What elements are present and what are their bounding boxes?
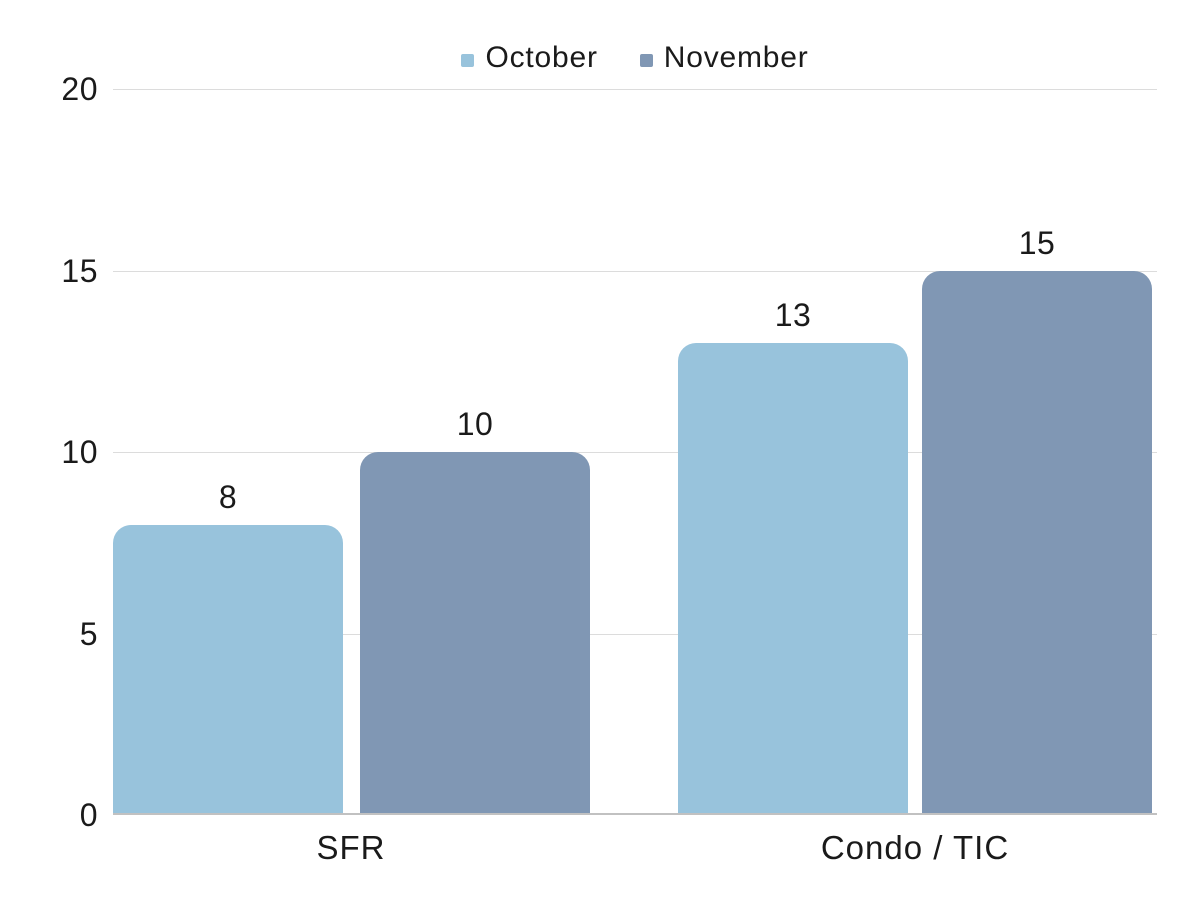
y-tick-label-0: 0 xyxy=(79,797,98,833)
bar-october-condo-tic xyxy=(678,343,908,813)
y-tick-label-5: 5 xyxy=(79,615,98,652)
legend-label-november: November xyxy=(663,41,809,74)
bar-value-label: 8 xyxy=(218,478,238,515)
gridline-10 xyxy=(113,452,1157,453)
november-swatch-icon xyxy=(639,53,653,67)
y-tick-label-15: 15 xyxy=(61,252,98,289)
y-tick-label-10: 10 xyxy=(61,434,98,470)
gridline-20 xyxy=(113,89,1157,90)
y-tick-label-20: 20 xyxy=(61,71,98,107)
legend-item-october: October xyxy=(461,43,597,73)
bar-november-sfr xyxy=(360,452,590,813)
bar-value-label: 10 xyxy=(456,406,494,442)
bar-value-label: 13 xyxy=(774,297,812,334)
bar-value-label: 15 xyxy=(1018,224,1056,261)
legend-item-november: November xyxy=(639,41,809,74)
gridline-5 xyxy=(113,633,1157,635)
y-axis: 0 5 10 15 20 xyxy=(0,73,98,831)
x-axis: SFR Condo / TIC xyxy=(113,828,1157,878)
legend-label-october: October xyxy=(485,41,598,74)
gridline-15 xyxy=(113,270,1157,272)
x-tick-label-sfr: SFR xyxy=(316,829,386,866)
legend: October November xyxy=(113,38,1157,78)
plot-area: 8 10 13 15 xyxy=(113,89,1157,815)
bar-november-condo-tic xyxy=(922,270,1152,813)
x-tick-label-condo-tic: Condo / TIC xyxy=(820,829,1010,866)
bar-october-sfr xyxy=(113,524,343,813)
x-axis-baseline xyxy=(113,813,1157,815)
october-swatch-icon xyxy=(461,53,475,67)
